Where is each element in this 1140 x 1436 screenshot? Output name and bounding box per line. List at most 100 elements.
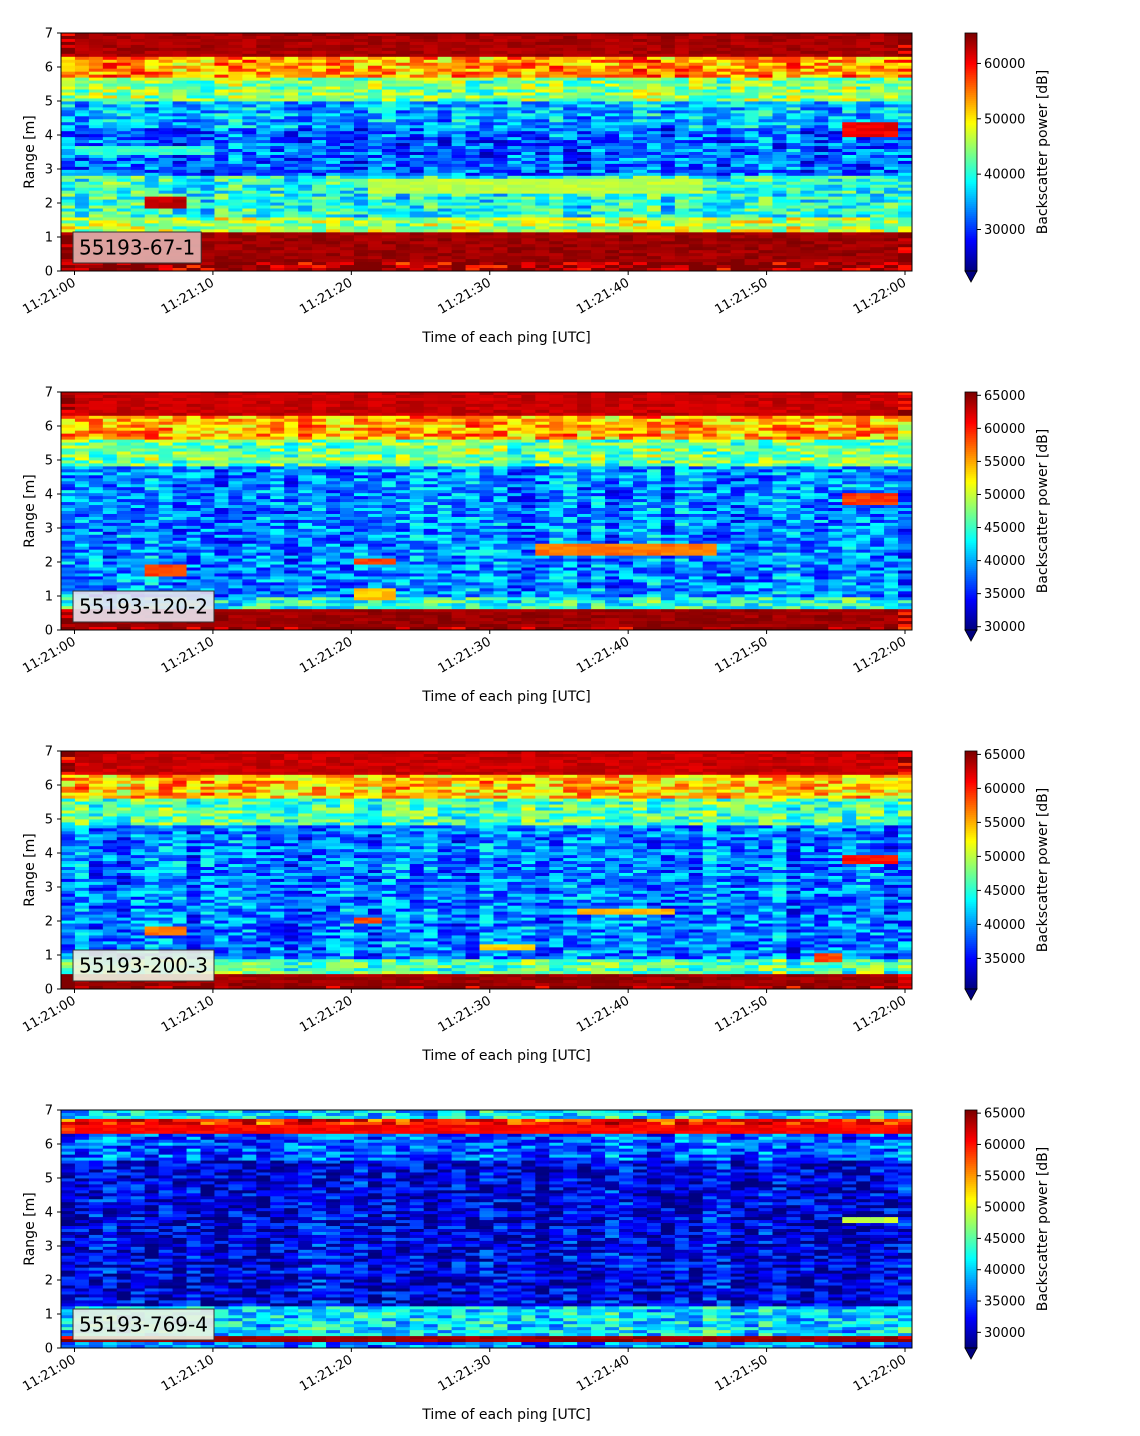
- heatmap-cell: [298, 107, 313, 111]
- heatmap-cell: [479, 163, 495, 168]
- heatmap-cell: [158, 175, 174, 180]
- heatmap-cell: [702, 172, 718, 177]
- heatmap-cell: [326, 38, 341, 43]
- heatmap-cell: [298, 152, 313, 156]
- heatmap-cell: [870, 187, 885, 192]
- heatmap-cell: [465, 220, 481, 225]
- heatmap-cell: [688, 83, 704, 88]
- heatmap-cell: [381, 226, 397, 230]
- heatmap-cell: [842, 38, 857, 43]
- heatmap-cell: [88, 71, 104, 76]
- heatmap-cell: [730, 196, 746, 201]
- heatmap-cell: [563, 131, 578, 135]
- heatmap-cell: [632, 262, 648, 266]
- heatmap-cell: [688, 241, 704, 245]
- heatmap-cell: [340, 175, 355, 180]
- heatmap-cell: [660, 265, 676, 269]
- heatmap-cell: [660, 122, 676, 126]
- heatmap-cell: [563, 172, 578, 177]
- heatmap-cell: [521, 157, 536, 162]
- heatmap-cell: [186, 265, 202, 269]
- heatmap-cell: [563, 154, 578, 159]
- heatmap-cell: [312, 92, 327, 97]
- heatmap-cell: [395, 101, 411, 105]
- heatmap-cell: [88, 128, 104, 132]
- heatmap-cell: [674, 104, 690, 108]
- heatmap-cell: [856, 116, 871, 120]
- heatmap-cell: [898, 128, 912, 132]
- heatmap-cell: [88, 137, 104, 141]
- colorbar-swatch: [965, 152, 977, 155]
- heatmap-cell: [619, 190, 634, 195]
- heatmap-cell: [577, 160, 592, 165]
- heatmap-cell: [563, 241, 578, 245]
- heatmap-cell: [144, 175, 160, 180]
- heatmap-cell: [74, 122, 90, 126]
- heatmap-cell: [158, 193, 174, 198]
- heatmap-cell: [451, 256, 467, 260]
- heatmap-cell: [451, 202, 467, 207]
- heatmap-cell: [856, 199, 871, 204]
- heatmap-cell: [577, 178, 592, 183]
- heatmap-cell: [88, 157, 104, 162]
- heatmap-cell: [577, 241, 592, 245]
- heatmap-cell: [814, 256, 829, 260]
- heatmap-cell: [660, 41, 676, 46]
- heatmap-cell: [326, 262, 341, 266]
- heatmap-cell: [381, 110, 397, 114]
- heatmap-cell: [367, 77, 383, 82]
- heatmap-cell: [521, 83, 536, 88]
- heatmap-cell: [353, 134, 369, 138]
- heatmap-cell: [130, 86, 146, 91]
- heatmap-cell: [758, 122, 774, 126]
- heatmap-cell: [88, 80, 104, 85]
- heatmap-cell: [674, 62, 690, 67]
- heatmap-cell: [465, 41, 481, 46]
- heatmap-cell: [353, 175, 369, 180]
- heatmap-cell: [409, 214, 425, 219]
- heatmap-cell: [828, 241, 843, 245]
- heatmap-cell: [465, 113, 481, 117]
- heatmap-cell: [116, 119, 132, 123]
- heatmap-cell: [437, 56, 453, 61]
- heatmap-cell: [144, 229, 160, 233]
- heatmap-cell: [172, 169, 188, 174]
- heatmap-cell: [298, 131, 313, 135]
- heatmap-cell: [521, 229, 536, 233]
- heatmap-cell: [186, 83, 202, 88]
- heatmap-cell: [479, 220, 495, 225]
- heatmap-cell: [116, 62, 132, 67]
- heatmap-cell: [828, 199, 843, 204]
- heatmap-cell: [702, 196, 718, 201]
- heatmap-cell: [172, 119, 188, 123]
- colorbar-swatch: [965, 159, 977, 163]
- heatmap-cell: [702, 83, 718, 88]
- heatmap-cell: [660, 268, 676, 271]
- heatmap-cell: [61, 98, 76, 103]
- heatmap-cell: [353, 217, 369, 222]
- heatmap-cell: [340, 125, 355, 129]
- heatmap-cell: [814, 265, 829, 269]
- heatmap-cell: [367, 35, 383, 40]
- heatmap-cell: [353, 44, 369, 49]
- heatmap-cell: [172, 44, 188, 49]
- heatmap-cell: [242, 71, 257, 76]
- heatmap-cell: [800, 152, 815, 156]
- heatmap-cell: [856, 253, 871, 257]
- heatmap-cell: [898, 214, 912, 219]
- heatmap-cell: [884, 125, 899, 129]
- heatmap-cell: [507, 208, 522, 213]
- heatmap-cell: [730, 202, 746, 207]
- heatmap-cell: [340, 122, 355, 126]
- heatmap-cell: [200, 101, 216, 105]
- heatmap-cell: [605, 190, 620, 195]
- heatmap-cell: [409, 125, 425, 129]
- heatmap-cell: [758, 175, 774, 180]
- heatmap-cell: [884, 80, 899, 85]
- heatmap-cell: [395, 157, 411, 162]
- heatmap-cell: [144, 220, 160, 225]
- heatmap-cell: [632, 71, 648, 76]
- heatmap-cell: [744, 137, 760, 141]
- heatmap-cell: [381, 157, 397, 162]
- heatmap-cell: [716, 178, 732, 183]
